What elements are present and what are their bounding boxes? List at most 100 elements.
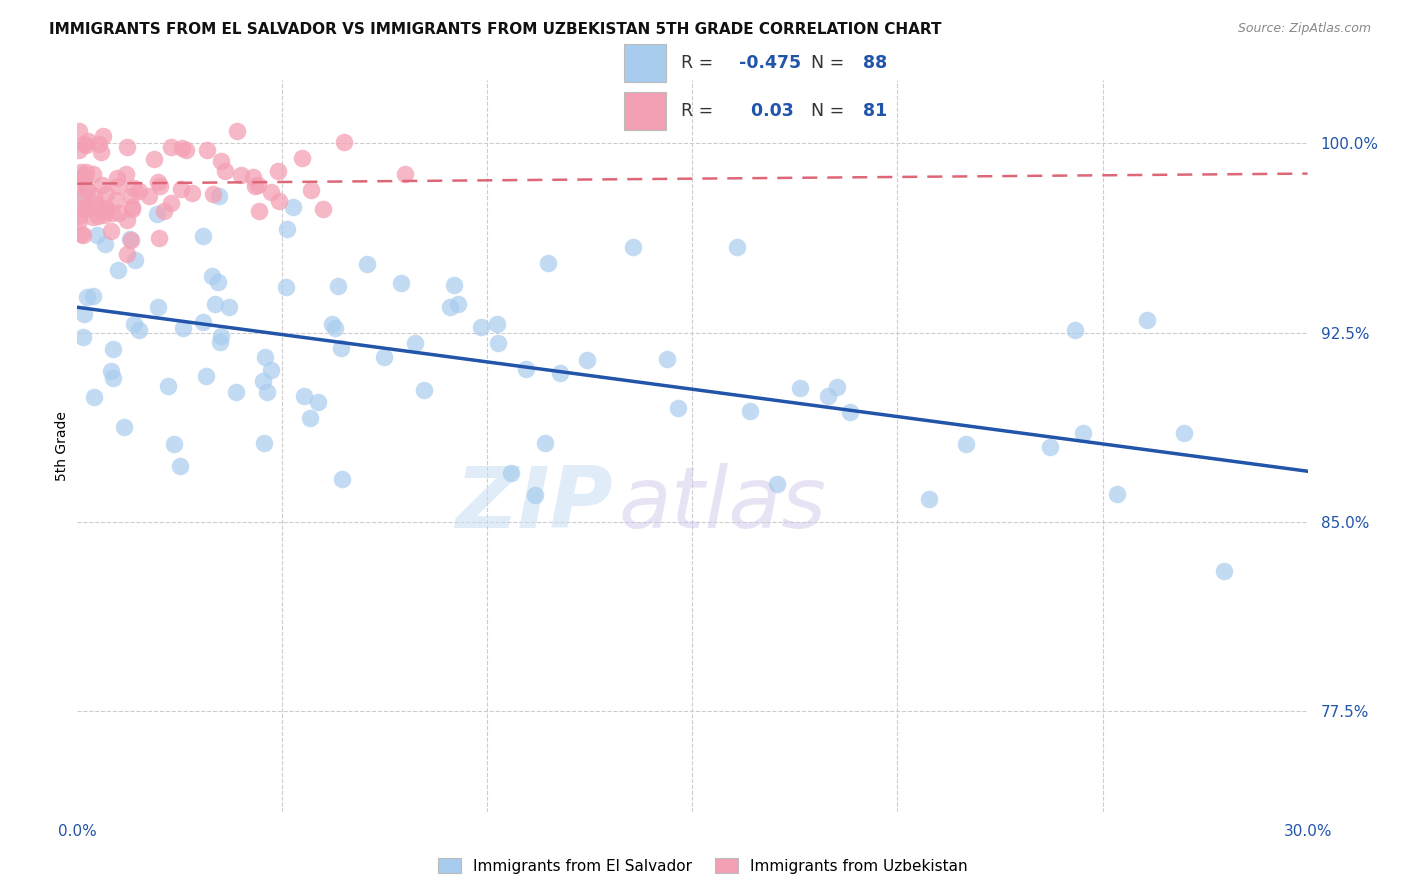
Point [94,236,117,251]
Point [1039,440,1062,454]
Text: ZIP: ZIP [456,463,613,546]
Point [225,124,247,138]
Point [657,352,679,367]
Point [94,186,117,201]
Point [157,378,180,392]
Point [575,352,598,367]
Point [817,389,839,403]
Point [1213,564,1236,578]
Text: N =: N = [811,54,849,72]
Point [101,205,124,219]
Point [231,168,253,182]
Point [169,458,191,473]
Point [1136,313,1159,327]
Point [201,268,224,283]
Point [67,214,90,228]
Point [83,390,105,404]
Point [160,196,183,211]
Point [214,163,236,178]
Text: R =: R = [681,102,718,120]
Point [90,178,112,193]
Point [533,436,555,450]
Point [247,204,270,219]
Point [1173,425,1195,440]
Point [72,227,94,242]
Point [242,169,264,184]
Point [100,364,122,378]
Point [67,124,90,138]
Point [153,203,176,218]
Point [163,436,186,450]
Point [918,491,941,506]
Point [91,129,114,144]
Point [537,255,560,269]
Point [204,297,226,311]
Point [333,135,356,149]
Point [260,185,283,199]
Point [103,370,125,384]
Text: -0.475: -0.475 [738,54,800,72]
Point [389,276,412,290]
Point [73,170,96,185]
Point [394,167,416,181]
Point [218,300,240,314]
Point [1105,487,1128,501]
Point [120,233,142,247]
Point [89,136,111,151]
Point [143,153,166,167]
Point [253,350,276,364]
Point [76,183,98,197]
Point [146,207,169,221]
Point [326,278,349,293]
Point [115,247,138,261]
Point [485,317,508,331]
Point [67,209,90,223]
Point [160,140,183,154]
Point [146,175,169,189]
Point [75,200,97,214]
Point [443,277,465,292]
Point [299,183,322,197]
Point [75,202,97,216]
Text: 81: 81 [862,102,887,120]
Point [72,137,94,152]
Point [621,240,644,254]
Point [128,184,150,198]
Point [172,140,194,154]
Point [148,231,170,245]
Point [193,228,215,243]
Text: Source: ZipAtlas.com: Source: ZipAtlas.com [1237,22,1371,36]
Point [138,189,160,203]
Bar [624,44,666,82]
Point [174,143,197,157]
Point [766,476,789,491]
Point [291,151,314,165]
Point [180,186,202,201]
Point [128,323,150,337]
Point [195,369,218,384]
Point [276,222,298,236]
Point [486,336,509,351]
Text: 88: 88 [862,54,887,72]
Point [252,374,274,388]
Point [524,488,547,502]
Point [70,171,93,186]
Point [247,178,270,192]
Point [298,411,321,425]
Text: R =: R = [681,54,718,72]
Point [115,167,138,181]
Point [404,335,426,350]
Point [84,197,107,211]
Point [307,394,329,409]
Point [87,210,110,224]
Point [121,200,143,214]
Bar [624,92,666,130]
Point [499,467,522,481]
Text: N =: N = [811,102,849,120]
Point [105,171,128,186]
Point [225,384,247,399]
Text: atlas: atlas [619,463,827,546]
Point [172,321,194,335]
Point [67,173,90,187]
Point [825,380,848,394]
